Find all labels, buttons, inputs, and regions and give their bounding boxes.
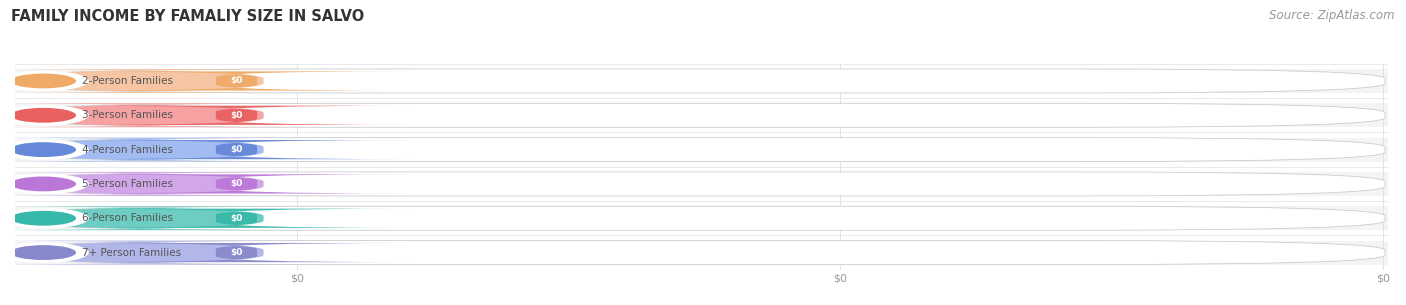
Ellipse shape xyxy=(0,71,89,91)
FancyBboxPatch shape xyxy=(17,241,1385,264)
Bar xyxy=(15,69,1388,93)
Text: $0: $0 xyxy=(231,111,243,120)
Text: $0: $0 xyxy=(231,145,243,154)
FancyBboxPatch shape xyxy=(17,138,1385,162)
FancyBboxPatch shape xyxy=(62,243,411,262)
Bar xyxy=(15,103,1388,127)
FancyBboxPatch shape xyxy=(0,172,323,196)
FancyBboxPatch shape xyxy=(0,103,323,127)
Bar xyxy=(15,241,1388,264)
Ellipse shape xyxy=(0,174,89,194)
Text: Source: ZipAtlas.com: Source: ZipAtlas.com xyxy=(1270,9,1395,22)
FancyBboxPatch shape xyxy=(62,106,411,125)
Ellipse shape xyxy=(0,139,89,160)
Ellipse shape xyxy=(10,211,76,226)
Text: FAMILY INCOME BY FAMALIY SIZE IN SALVO: FAMILY INCOME BY FAMALIY SIZE IN SALVO xyxy=(11,9,364,24)
Text: $0: $0 xyxy=(231,179,243,188)
Text: $0: $0 xyxy=(231,248,243,257)
Text: 6-Person Families: 6-Person Families xyxy=(83,213,173,223)
Ellipse shape xyxy=(10,74,76,88)
FancyBboxPatch shape xyxy=(62,71,411,91)
Text: 7+ Person Families: 7+ Person Families xyxy=(83,248,181,257)
FancyBboxPatch shape xyxy=(17,103,1385,127)
FancyBboxPatch shape xyxy=(0,241,323,264)
Text: 2-Person Families: 2-Person Families xyxy=(83,76,173,86)
FancyBboxPatch shape xyxy=(0,138,323,162)
Text: 3-Person Families: 3-Person Families xyxy=(83,110,173,120)
Text: 5-Person Families: 5-Person Families xyxy=(83,179,173,189)
FancyBboxPatch shape xyxy=(0,69,323,93)
Ellipse shape xyxy=(10,245,76,260)
Ellipse shape xyxy=(10,108,76,123)
Bar xyxy=(15,138,1388,162)
Ellipse shape xyxy=(10,142,76,157)
Bar xyxy=(15,206,1388,230)
Ellipse shape xyxy=(10,177,76,191)
Text: 4-Person Families: 4-Person Families xyxy=(83,145,173,155)
FancyBboxPatch shape xyxy=(0,206,323,230)
FancyBboxPatch shape xyxy=(17,206,1385,230)
FancyBboxPatch shape xyxy=(62,174,411,194)
Ellipse shape xyxy=(0,208,89,228)
Text: $0: $0 xyxy=(231,77,243,85)
FancyBboxPatch shape xyxy=(17,172,1385,196)
Ellipse shape xyxy=(0,105,89,126)
Text: $0: $0 xyxy=(231,214,243,223)
Ellipse shape xyxy=(0,242,89,263)
FancyBboxPatch shape xyxy=(62,209,411,228)
Bar xyxy=(15,172,1388,196)
FancyBboxPatch shape xyxy=(17,69,1385,93)
FancyBboxPatch shape xyxy=(62,140,411,159)
